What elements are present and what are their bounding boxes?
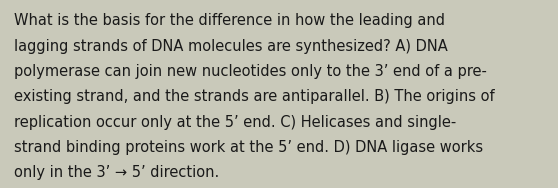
Text: only in the 3’ → 5’ direction.: only in the 3’ → 5’ direction. [14, 165, 219, 180]
Text: What is the basis for the difference in how the leading and: What is the basis for the difference in … [14, 13, 445, 28]
Text: polymerase can join new nucleotides only to the 3’ end of a pre-: polymerase can join new nucleotides only… [14, 64, 487, 79]
Text: existing strand, and the strands are antiparallel. B) The origins of: existing strand, and the strands are ant… [14, 89, 494, 104]
Text: replication occur only at the 5’ end. C) Helicases and single-: replication occur only at the 5’ end. C)… [14, 115, 456, 130]
Text: lagging strands of DNA molecules are synthesized? A) DNA: lagging strands of DNA molecules are syn… [14, 39, 448, 54]
Text: strand binding proteins work at the 5’ end. D) DNA ligase works: strand binding proteins work at the 5’ e… [14, 140, 483, 155]
